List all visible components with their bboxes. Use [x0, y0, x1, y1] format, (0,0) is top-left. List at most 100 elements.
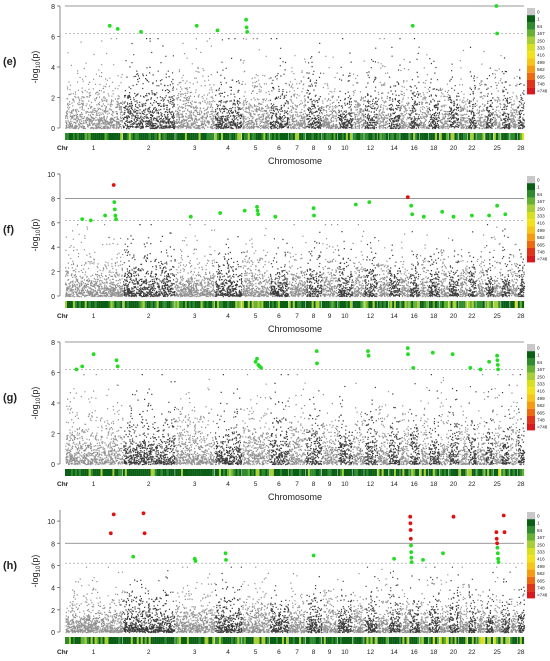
- density-strip-cell: [92, 469, 95, 476]
- chromosome-tick-label: 5: [254, 649, 258, 656]
- density-strip-cell: [495, 637, 499, 644]
- density-strip-cell: [259, 469, 262, 476]
- density-strip-cell: [325, 133, 328, 140]
- density-strip-cell: [175, 133, 178, 140]
- density-strip-cell: [354, 469, 357, 476]
- suggestive-snp-point: [244, 17, 249, 22]
- density-strip-cell: [370, 637, 373, 644]
- snp-cloud: [439, 237, 450, 298]
- x-axis-label: Chromosome: [268, 492, 322, 502]
- density-strip-cell: [471, 301, 474, 308]
- density-strip-cell: [370, 133, 373, 140]
- density-strip-cell: [160, 301, 163, 308]
- density-legend: 0 1 84 167 250 333 416 499 582 665 748 >748: [527, 344, 548, 431]
- density-strip-cell: [78, 469, 81, 476]
- density-strip-cell: [100, 469, 103, 476]
- density-legend-swatch: [527, 87, 535, 95]
- density-strip-cell: [459, 469, 462, 476]
- density-strip-cell: [65, 469, 68, 476]
- density-strip-cell: [108, 301, 111, 308]
- density-strip-cell: [421, 637, 424, 644]
- density-strip-cell: [356, 133, 359, 140]
- density-strip-cell: [218, 637, 222, 644]
- snp-cloud: [338, 580, 353, 634]
- chromosome-points: [388, 393, 401, 466]
- chromosome-points: [377, 240, 389, 298]
- density-strip-cell: [166, 301, 169, 308]
- density-strip-cell: [253, 133, 256, 140]
- density-strip-cell: [343, 469, 346, 476]
- density-strip-cell: [436, 301, 440, 308]
- chromosome-tick-label: 8: [312, 313, 316, 320]
- density-strip-cell: [90, 301, 93, 308]
- density-strip-cell: [108, 469, 111, 476]
- density-strip-cell: [106, 637, 109, 644]
- density-strip-cell: [436, 133, 440, 140]
- density-strip-cell: [450, 301, 453, 308]
- density-strip-cell: [489, 637, 492, 644]
- significant-snp-point: [502, 530, 507, 535]
- chromosome-points: [476, 374, 486, 466]
- chromosome-points: [428, 248, 441, 298]
- density-strip-cell: [452, 637, 455, 644]
- chromosome-points: [242, 374, 271, 466]
- density-strip-cell: [140, 637, 143, 644]
- density-strip-cell: [247, 637, 250, 644]
- density-strip-cell: [218, 301, 222, 308]
- snp-cloud: [517, 69, 526, 129]
- snp-cloud: [409, 383, 421, 465]
- density-strip-cell: [430, 133, 433, 140]
- density-strip-cell: [162, 301, 165, 308]
- density-strip-cell: [194, 301, 197, 308]
- snp-cloud: [388, 393, 401, 466]
- density-strip-cell: [285, 637, 289, 644]
- density-strip-cell: [461, 469, 464, 476]
- density-strip-cell: [301, 301, 304, 308]
- density-strip-cell: [423, 469, 427, 476]
- suggestive-snp-point: [253, 359, 258, 364]
- density-legend-swatch: [527, 22, 535, 30]
- density-strip-cell: [337, 133, 340, 140]
- density-strip-cell: [335, 133, 338, 140]
- y-tick-label: 6: [51, 563, 55, 570]
- density-legend-swatch: [527, 197, 535, 205]
- density-strip-cell: [267, 301, 270, 308]
- density-strip-cell: [512, 133, 515, 140]
- density-legend-swatch: [527, 387, 535, 395]
- density-strip-cell: [439, 469, 442, 476]
- chromosome-points: [388, 244, 401, 297]
- density-strip-cell: [271, 637, 274, 644]
- density-strip-cell: [168, 637, 171, 644]
- density-legend-label: 665: [537, 410, 545, 415]
- density-strip-cell: [335, 637, 338, 644]
- snp-cloud: [269, 585, 290, 634]
- density-strip-cell: [411, 301, 414, 308]
- suggestive-snp-point: [430, 350, 435, 355]
- density-strip-cell: [86, 133, 89, 140]
- density-strip-cell: [325, 301, 328, 308]
- density-strip-cell: [341, 133, 344, 140]
- snp-cloud: [175, 224, 216, 298]
- chromosome-points: [485, 224, 495, 298]
- density-strip-cell: [409, 301, 412, 308]
- density-strip-cell: [94, 637, 97, 644]
- density-legend-swatch: [527, 351, 535, 359]
- density-strip-cell: [517, 301, 520, 308]
- density-strip-cell: [501, 469, 504, 476]
- suggestive-snp-point: [450, 352, 455, 357]
- density-strip-cell: [434, 301, 438, 308]
- chromosome-tick-label: 18: [430, 313, 438, 320]
- density-strip-cell: [204, 637, 207, 644]
- density-strip-cell: [294, 301, 298, 308]
- density-strip-cell: [292, 133, 295, 140]
- density-strip-cell: [317, 133, 320, 140]
- chromosome-points: [501, 384, 511, 465]
- density-strip-cell: [253, 637, 256, 644]
- density-strip-cell: [397, 469, 400, 476]
- density-strip-cell: [432, 301, 435, 308]
- suggestive-snp-point: [451, 214, 456, 219]
- density-strip-cell: [323, 637, 326, 644]
- density-strip-cell: [229, 301, 232, 308]
